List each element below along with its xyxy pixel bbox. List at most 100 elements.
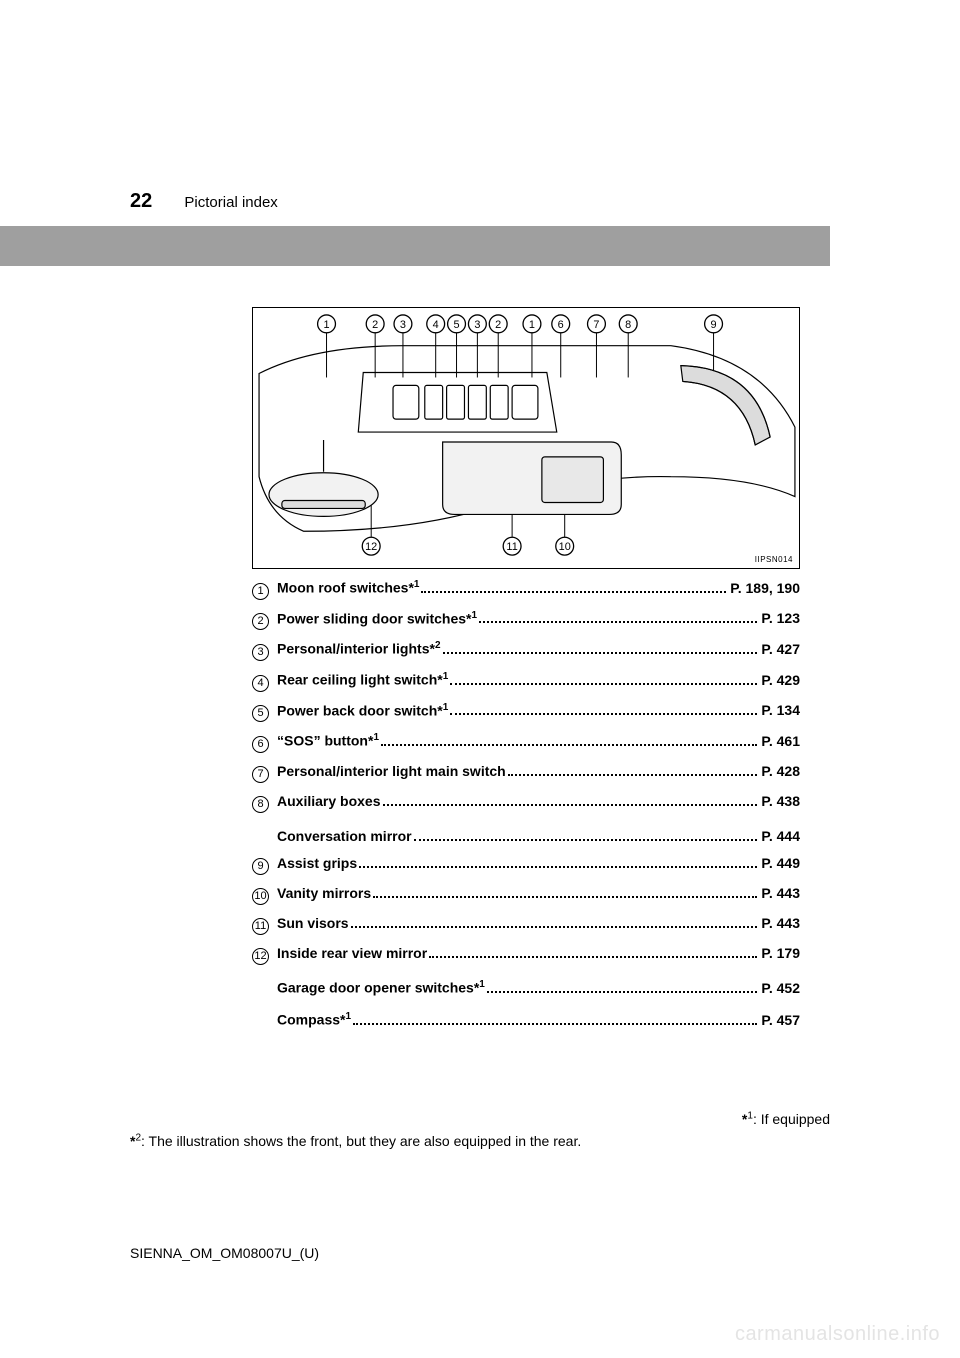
index-row: 7 Personal/interior light main switch P. 4… xyxy=(252,764,800,782)
index-label: Conversation mirror xyxy=(277,829,412,843)
index-page-ref: P. 457 xyxy=(761,1013,800,1027)
watermark: carmanualsonline.info xyxy=(735,1323,940,1346)
footnotes: *1: If equipped *2: The illustration sho… xyxy=(130,1110,830,1149)
index-label: Assist grips xyxy=(277,856,357,870)
leader-dots xyxy=(479,621,757,623)
index-row: Conversation mirror P. 444 xyxy=(252,824,800,844)
index-page-ref: P. 123 xyxy=(761,611,800,625)
index-label: Rear ceiling light switch*1 xyxy=(277,672,448,687)
index-row: 11 Sun visors P. 443 xyxy=(252,916,800,934)
leader-dots xyxy=(359,866,757,868)
index-page-ref: P. 443 xyxy=(761,916,800,930)
leader-dots xyxy=(421,591,726,593)
index-page-ref: P. 179 xyxy=(761,946,800,960)
index-label: “SOS” button*1 xyxy=(277,733,379,748)
index-callout-number xyxy=(252,825,269,842)
leader-dots xyxy=(508,774,758,776)
leader-dots xyxy=(487,991,757,993)
leader-dots xyxy=(450,683,757,685)
index-row: 12 Inside rear view mirror P. 179 xyxy=(252,946,800,964)
page: 22 Pictorial index 123453216789 121110 xyxy=(0,0,960,1358)
svg-text:2: 2 xyxy=(372,319,378,331)
index-callout-number xyxy=(252,977,269,994)
figure-svg: 123453216789 121110 xyxy=(253,308,799,568)
index-page-ref: P. 189, 190 xyxy=(730,581,800,595)
index-page-ref: P. 444 xyxy=(761,829,800,843)
index-callout-number: 2 xyxy=(252,613,269,630)
index-row: 10 Vanity mirrors P. 443 xyxy=(252,886,800,904)
index-row: Garage door opener switches*1 P. 452 xyxy=(252,976,800,996)
index-label: Personal/interior light main switch xyxy=(277,764,506,778)
index-callout-number: 12 xyxy=(252,948,269,965)
svg-text:3: 3 xyxy=(474,319,480,331)
index-row: 3 Personal/interior lights*2 P. 427 xyxy=(252,641,800,660)
leader-dots xyxy=(429,956,757,958)
index-callout-number: 11 xyxy=(252,918,269,935)
svg-text:4: 4 xyxy=(433,319,439,331)
svg-text:1: 1 xyxy=(323,319,329,331)
index-row: 5 Power back door switch*1 P. 134 xyxy=(252,703,800,722)
index-page-ref: P. 452 xyxy=(761,981,800,995)
index-page-ref: P. 428 xyxy=(761,764,800,778)
index-callout-number: 4 xyxy=(252,675,269,692)
index-label: Vanity mirrors xyxy=(277,886,371,900)
index-callout-number: 3 xyxy=(252,644,269,661)
footnote-2: *2: The illustration shows the front, bu… xyxy=(130,1133,581,1149)
svg-text:11: 11 xyxy=(506,541,517,553)
header-gray-bar xyxy=(0,226,830,266)
index-page-ref: P. 134 xyxy=(761,703,800,717)
index-row: 2 Power sliding door switches*1 P. 123 xyxy=(252,611,800,630)
index-row: 1Moon roof switches*1P. 189, 190 xyxy=(252,580,800,599)
index-row: 8 Auxiliary boxes P. 438 xyxy=(252,794,800,812)
index-row: 4 Rear ceiling light switch*1 P. 429 xyxy=(252,672,800,691)
index-label: Moon roof switches*1 xyxy=(277,580,419,595)
svg-text:7: 7 xyxy=(593,319,599,331)
svg-text:8: 8 xyxy=(625,319,631,331)
leader-dots xyxy=(381,744,757,746)
index-label: Sun visors xyxy=(277,916,349,930)
index-page-ref: P. 429 xyxy=(761,673,800,687)
index-row: Compass*1 P. 457 xyxy=(252,1008,800,1028)
page-header: 22 Pictorial index xyxy=(130,190,278,213)
index-callout-number: 10 xyxy=(252,888,269,905)
index-callout-number: 8 xyxy=(252,796,269,813)
index-label: Power back door switch*1 xyxy=(277,703,448,718)
index-callout-number: 7 xyxy=(252,766,269,783)
section-title: Pictorial index xyxy=(184,194,277,211)
index-label: Inside rear view mirror xyxy=(277,946,427,960)
leader-dots xyxy=(353,1023,757,1025)
index-label: Compass*1 xyxy=(277,1012,351,1027)
index-page-ref: P. 461 xyxy=(761,734,800,748)
svg-text:2: 2 xyxy=(495,319,501,331)
index-callout-number: 6 xyxy=(252,736,269,753)
svg-text:5: 5 xyxy=(453,319,459,331)
index-page-ref: P. 438 xyxy=(761,794,800,808)
index-page-ref: P. 449 xyxy=(761,856,800,870)
index-callout-number xyxy=(252,1009,269,1026)
index-page-ref: P. 427 xyxy=(761,642,800,656)
index-page-ref: P. 443 xyxy=(761,886,800,900)
leader-dots xyxy=(373,896,757,898)
figure-code: IIPSN014 xyxy=(755,555,793,564)
index-list: 1Moon roof switches*1P. 189, 1902Power s… xyxy=(252,580,800,1040)
index-row: 9Assist gripsP. 449 xyxy=(252,856,800,874)
svg-text:3: 3 xyxy=(400,319,406,331)
svg-text:9: 9 xyxy=(711,319,717,331)
svg-text:1: 1 xyxy=(529,319,535,331)
index-label: Garage door opener switches*1 xyxy=(277,980,485,995)
leader-dots xyxy=(450,713,757,715)
svg-text:10: 10 xyxy=(559,541,571,553)
leader-dots xyxy=(383,804,758,806)
index-row: 6 “SOS” button*1 P. 461 xyxy=(252,733,800,752)
index-callout-number: 5 xyxy=(252,705,269,722)
document-id: SIENNA_OM_OM08007U_(U) xyxy=(130,1245,319,1261)
leader-dots xyxy=(443,652,758,654)
overhead-console-figure: 123453216789 121110 xyxy=(252,307,800,569)
footnote-1: *1: If equipped xyxy=(742,1111,830,1127)
svg-text:6: 6 xyxy=(558,319,564,331)
page-number: 22 xyxy=(130,190,152,212)
index-label: Auxiliary boxes xyxy=(277,794,381,808)
svg-text:12: 12 xyxy=(365,541,377,553)
index-label: Power sliding door switches*1 xyxy=(277,611,477,626)
index-label: Personal/interior lights*2 xyxy=(277,641,441,656)
